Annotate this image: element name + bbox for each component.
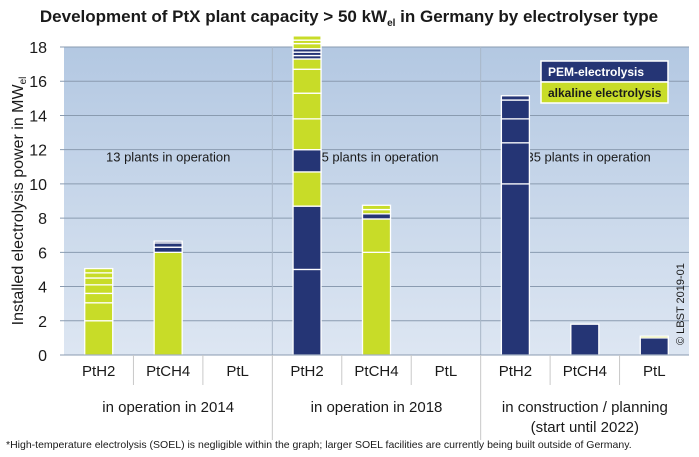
category-label: PtH2 — [290, 363, 323, 380]
category-label: PtCH4 — [563, 363, 607, 380]
bar-segment — [292, 118, 322, 151]
bar-segment — [639, 337, 669, 356]
legend-label-pem: PEM-electrolysis — [548, 65, 644, 79]
legend-swatch-alkaline — [540, 81, 669, 104]
y-tick-label: 8 — [38, 211, 47, 228]
bar-segment — [292, 68, 322, 94]
bar-segment — [361, 213, 392, 220]
bar-segment — [570, 323, 600, 356]
bar-segment — [292, 35, 322, 41]
group-label: in operation in 2018 — [311, 399, 443, 416]
group-label-line2: (start until 2022) — [531, 419, 639, 436]
group-label: in construction / planning — [502, 399, 668, 416]
bar-segment — [639, 335, 669, 339]
bar-segment — [84, 277, 114, 286]
bar-segment — [361, 251, 392, 356]
y-axis-ticks: 0 2 4 6 8 10 12 14 16 18 — [29, 40, 47, 365]
y-tick-label: 2 — [38, 314, 47, 331]
bar-segment — [84, 320, 114, 356]
bar-segment — [500, 142, 531, 185]
category-label: PtH2 — [82, 363, 115, 380]
bar-segment — [500, 99, 531, 120]
bar-segment — [153, 246, 183, 253]
x-axis: PtH2 PtCH4 PtL in operation in 2014 PtH2 PtCH… — [60, 354, 689, 440]
bar-segment — [292, 58, 322, 70]
category-label: PtL — [643, 363, 666, 380]
category-label: PtL — [435, 363, 458, 380]
bar-segment — [84, 272, 114, 279]
bar-segment — [84, 284, 114, 295]
group-notes: 13 plants in operation 25 plants in opera… — [106, 150, 651, 165]
chart-title: Development of PtX plant capacity > 50 k… — [40, 7, 658, 29]
bar-segment — [84, 302, 114, 322]
bar-segment — [292, 268, 322, 356]
y-tick-label: 10 — [29, 177, 47, 194]
category-label: PtCH4 — [146, 363, 190, 380]
group-note: 13 plants in operation — [106, 150, 230, 165]
bar-segment — [361, 218, 392, 253]
bar-segment — [84, 267, 114, 274]
group-label: in operation in 2014 — [102, 399, 234, 416]
bar-segment — [500, 118, 531, 144]
y-axis-label: Installed electrolysis power in MWel — [10, 77, 29, 326]
y-tick-label: 4 — [38, 280, 47, 297]
category-label: PtL — [226, 363, 249, 380]
group-note: 25 plants in operation — [314, 150, 438, 165]
y-tick-label: 14 — [29, 108, 47, 125]
bar-segment — [84, 292, 114, 304]
bar-segment — [500, 95, 531, 101]
y-tick-label: 0 — [38, 348, 47, 365]
bar-segment — [153, 251, 183, 356]
y-tick-label: 6 — [38, 245, 47, 262]
bar-segment — [292, 205, 322, 271]
bar-segment — [292, 149, 322, 173]
group-note: >35 plants in operation — [519, 150, 651, 165]
bars — [84, 35, 669, 356]
footnote: *High-temperature electrolysis (SOEL) is… — [6, 439, 632, 451]
bar-segment — [292, 42, 322, 50]
y-tick-label: 12 — [29, 143, 47, 160]
bar-segment — [292, 92, 322, 120]
bar-segment — [361, 204, 392, 211]
bar-segment — [500, 183, 531, 356]
y-tick-label: 16 — [29, 74, 47, 91]
legend: PEM-electrolysis alkaline electrolysis — [540, 60, 669, 104]
y-tick-label: 18 — [29, 40, 47, 57]
category-label: PtCH4 — [354, 363, 398, 380]
bar-segment — [292, 171, 322, 207]
category-label: PtH2 — [499, 363, 532, 380]
legend-label-alkaline: alkaline electrolysis — [548, 86, 662, 100]
bar-segment — [153, 240, 183, 244]
copyright-label: © LBST 2019-01 — [675, 263, 687, 345]
group-separators — [271, 47, 482, 355]
